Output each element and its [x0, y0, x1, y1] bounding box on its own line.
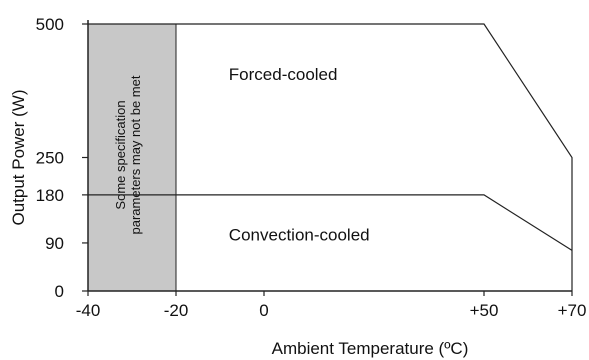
y-tick-label: 0	[55, 282, 64, 301]
y-tick-label: 250	[36, 149, 64, 168]
x-tick-label: +70	[558, 301, 587, 320]
shaded-region-note-line-2: parameters may not be met	[128, 75, 143, 234]
y-axis-label: Output Power (W)	[9, 89, 28, 225]
y-tick-label: 500	[36, 15, 64, 34]
x-tick-label: -20	[164, 301, 189, 320]
region-labels: Forced-cooled Convection-cooled	[229, 65, 370, 244]
y-tick-label: 90	[45, 234, 64, 253]
series-line-convection	[88, 194, 573, 251]
x-axis-label: Ambient Temperature (ºC)	[272, 339, 469, 358]
x-tick-label: +50	[470, 301, 499, 320]
region-label: Forced-cooled	[229, 65, 338, 84]
region-label: Convection-cooled	[229, 225, 370, 244]
shaded-region	[87, 23, 177, 292]
y-tick-label: 180	[36, 186, 64, 205]
x-tick-label: 0	[259, 301, 268, 320]
x-ticks: -40 -20 0 +50 +70	[76, 291, 587, 320]
x-tick-label: -40	[76, 301, 101, 320]
shaded-region-note-line-1: Some specification	[113, 100, 128, 209]
y-ticks: 0 90 180 250 500	[36, 15, 88, 301]
series-line-forced	[88, 23, 573, 291]
series-layer	[88, 23, 573, 291]
